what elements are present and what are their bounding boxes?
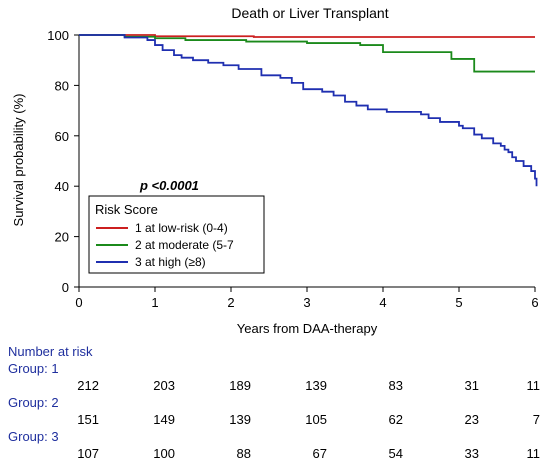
risk-count: 54 — [388, 446, 403, 461]
series-1-line — [79, 34, 535, 38]
risk-table-heading: Number at risk — [8, 344, 93, 359]
number-at-risk-table: Number at risk Group: 1 212 203 189 139 83 31 1… — [0, 340, 550, 471]
risk-group-label: Group: 1 — [8, 361, 59, 376]
p-value-annotation: p <0.0001 — [139, 178, 199, 193]
y-tick-label: 40 — [55, 179, 69, 194]
series-2-line — [79, 34, 535, 73]
risk-count: 67 — [312, 446, 327, 461]
x-tick-label: 6 — [531, 295, 538, 310]
risk-count: 203 — [153, 378, 175, 393]
risk-group-label: Group: 3 — [8, 429, 59, 444]
risk-count: 139 — [305, 378, 327, 393]
km-chart: Death or Liver Transplant Survival proba… — [11, 5, 539, 336]
x-tick-label: 4 — [379, 295, 386, 310]
series-layer — [79, 34, 538, 187]
risk-count: 88 — [236, 446, 251, 461]
legend: Risk Score 1 at low-risk (0-4) 2 at moder… — [88, 195, 265, 274]
y-axis-label: Survival probability (%) — [11, 94, 26, 227]
chart-title: Death or Liver Transplant — [231, 5, 388, 21]
risk-count: 31 — [464, 378, 479, 393]
risk-group-label: Group: 2 — [8, 395, 59, 410]
y-tick-label: 80 — [55, 78, 69, 93]
risk-count: 107 — [77, 446, 99, 461]
risk-count: 139 — [229, 412, 251, 427]
legend-entry-label: 3 at high (≥8) — [135, 255, 206, 269]
x-tick-label: 3 — [303, 295, 310, 310]
risk-count: 212 — [77, 378, 99, 393]
risk-count: 7 — [532, 412, 540, 427]
y-tick-label: 60 — [55, 129, 69, 144]
y-tick-label: 20 — [55, 230, 69, 245]
x-tick-label: 2 — [227, 295, 234, 310]
risk-count: 189 — [229, 378, 251, 393]
x-tick-label: 0 — [75, 295, 82, 310]
risk-count: 151 — [77, 412, 99, 427]
risk-count: 105 — [305, 412, 327, 427]
risk-count: 149 — [153, 412, 175, 427]
x-tick-label: 5 — [455, 295, 462, 310]
legend-entry-label: 1 at low-risk (0-4) — [135, 221, 228, 235]
risk-count: 83 — [388, 378, 403, 393]
risk-count: 23 — [464, 412, 479, 427]
x-axis-label: Years from DAA-therapy — [237, 321, 378, 336]
risk-count: 11 — [526, 446, 541, 461]
legend-entry-label: 2 at moderate (5-7 — [135, 238, 234, 252]
risk-count: 11 — [526, 378, 541, 393]
y-tick-label: 100 — [47, 28, 69, 43]
risk-count: 100 — [153, 446, 175, 461]
series-3-line — [79, 34, 538, 187]
x-tick-label: 1 — [151, 295, 158, 310]
legend-box — [88, 195, 265, 274]
risk-count: 62 — [388, 412, 403, 427]
risk-count: 33 — [464, 446, 479, 461]
y-tick-label: 0 — [62, 280, 69, 295]
legend-title: Risk Score — [95, 202, 158, 217]
